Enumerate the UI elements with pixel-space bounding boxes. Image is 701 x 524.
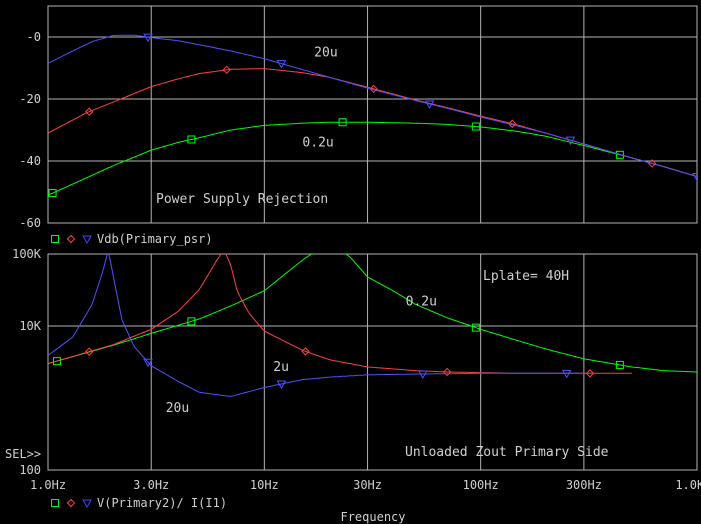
- y-tick-label: -60: [19, 216, 41, 230]
- series-marker-2u: [84, 107, 94, 116]
- series-marker-2u: [84, 347, 94, 356]
- x-tick-label: 3.0Hz: [133, 478, 169, 492]
- y-tick-label: -0: [27, 30, 41, 44]
- series-marker-2u: [301, 347, 310, 356]
- y-tick-label: 10K: [19, 319, 41, 333]
- series-marker-2u: [585, 369, 595, 378]
- series-marker-20u: [565, 136, 576, 146]
- square-marker-icon: [51, 499, 59, 507]
- series-marker-0.2u: [52, 357, 61, 366]
- x-tick-label: 10Hz: [250, 478, 279, 492]
- legend-text: V(Primary2)/ I(I1): [97, 496, 227, 510]
- y-tick-label: -20: [19, 92, 41, 106]
- series-marker-0.2u: [471, 323, 480, 332]
- series-marker-20u: [276, 380, 287, 389]
- series-line-0.2u: [48, 121, 697, 196]
- series-marker-20u: [561, 369, 572, 379]
- series-marker-0.2u: [615, 150, 624, 159]
- chart-title: Power Supply Rejection: [156, 192, 328, 207]
- y-tick-label: 100: [19, 463, 41, 477]
- x-tick-label: 300Hz: [566, 478, 602, 492]
- series-marker-0.2u: [187, 135, 196, 144]
- y-tick-label: 100K: [12, 247, 42, 261]
- legend-text: Vdb(Primary_psr): [97, 232, 213, 246]
- diamond-marker-icon: [66, 498, 76, 508]
- y-tick-label: -40: [19, 154, 41, 168]
- series-line-20u: [48, 34, 697, 177]
- series-marker-20u: [692, 173, 697, 182]
- series-line-20u: [48, 254, 584, 397]
- series-marker-20u: [143, 33, 153, 43]
- series-marker-20u: [417, 370, 428, 379]
- psr-panel: -0 -20 -40 -60 20u 0.2u Power Supply Rejection…: [19, 5, 698, 246]
- x-tick-label: 100Hz: [463, 478, 499, 492]
- series-marker-0.2u: [615, 360, 624, 369]
- series-group: [48, 254, 697, 397]
- series-marker-0.2u: [187, 317, 196, 326]
- zout-panel: 100K 10K 100 0.2u 2u 20u Unloaded Zout Primary…: [12, 247, 701, 510]
- square-marker-icon: [51, 235, 59, 243]
- diamond-marker-icon: [66, 234, 76, 244]
- curve-label: 2u: [273, 360, 289, 375]
- curve-label: 0.2u: [302, 135, 333, 150]
- series-marker-2u: [647, 159, 657, 168]
- curve-label: 0.2u: [406, 294, 437, 309]
- x-tick-label: 1.0Hz: [30, 478, 66, 492]
- plot-frame: [47, 5, 698, 224]
- series-marker-2u: [442, 367, 452, 377]
- triangle-marker-icon: [82, 235, 92, 245]
- chart-subtitle: Lplate= 40H: [483, 269, 569, 284]
- series-line-0.2u: [48, 254, 697, 373]
- series-marker-2u: [222, 65, 231, 75]
- curve-label: 20u: [314, 46, 337, 61]
- series-marker-2u: [508, 119, 517, 128]
- x-tick-label: 30Hz: [353, 478, 382, 492]
- x-tick-label: 1.0KHz: [675, 478, 701, 492]
- series-marker-0.2u: [471, 122, 480, 131]
- chart-title: Unloaded Zout Primary Side: [405, 445, 609, 460]
- curve-label: 20u: [166, 401, 189, 416]
- series-marker-2u: [369, 84, 378, 94]
- plot-frame: [47, 253, 698, 471]
- series-marker-20u: [143, 358, 153, 368]
- series-marker-20u: [424, 100, 435, 109]
- series-marker-0.2u: [48, 189, 57, 198]
- series-group: [48, 33, 697, 198]
- x-axis-title: Frequency: [340, 510, 405, 524]
- series-marker-0.2u: [338, 118, 347, 127]
- series-marker-20u: [276, 60, 287, 69]
- triangle-marker-icon: [82, 499, 92, 509]
- sel-label[interactable]: SEL>>: [5, 447, 41, 461]
